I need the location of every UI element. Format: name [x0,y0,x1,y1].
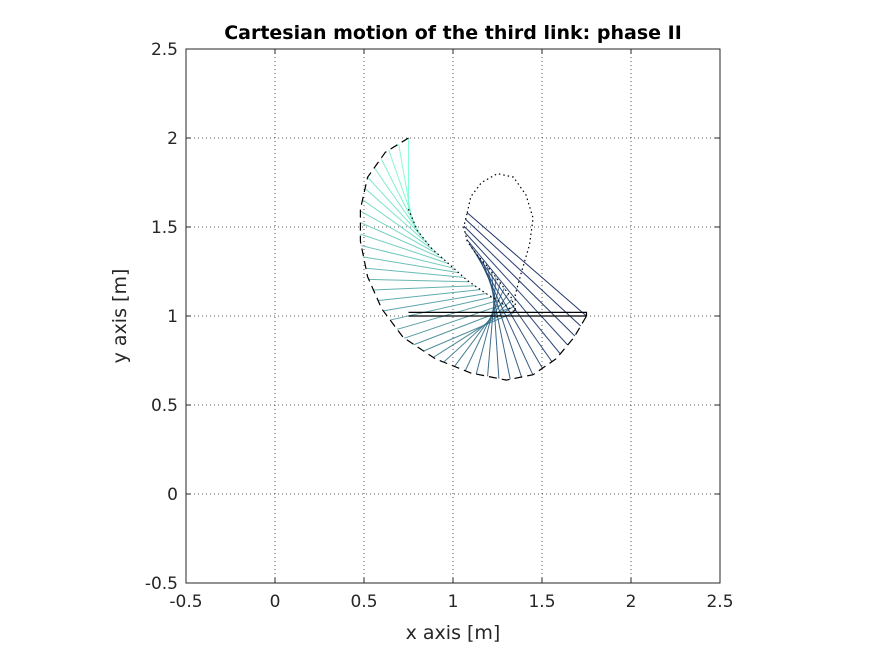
link-line [373,285,475,291]
x-axis-label: x axis [m] [406,622,501,644]
link-line [469,245,553,362]
y-tick-labels: -0.5 0 0.5 1 1.5 2 2.5 [145,40,178,594]
link-line [373,167,421,235]
y-tick-label: 2.5 [151,40,178,60]
y-tick-label: 2 [167,129,178,149]
link-line [360,233,449,265]
link-line [367,176,425,240]
link-line [361,245,454,269]
link-line [463,225,576,337]
x-tick-label: 0 [270,592,281,612]
link-line [383,293,487,312]
link-line [380,158,417,229]
link-line [464,232,569,346]
link-line [466,239,561,355]
trajectory-series-2 [466,172,534,313]
link-line [423,311,516,352]
x-tick-label: 1.5 [528,592,555,612]
link-lines [360,138,587,380]
link-line [487,277,497,377]
x-tick-label: 1 [448,592,459,612]
y-tick-label: 1 [167,307,178,327]
link-line [464,288,505,371]
link-line [368,278,470,283]
link-line [396,300,499,330]
x-tick-label: 0.5 [350,592,377,612]
y-tick-label: -0.5 [145,574,178,594]
trajectory-series-3 [408,311,588,317]
link-line [475,282,501,375]
y-axis-label: y axis [m] [109,269,131,364]
x-tick-label: 2.5 [706,592,733,612]
link-line [378,289,481,302]
link-line [360,210,439,255]
trajectory-series-0 [359,137,588,381]
link-line [364,188,430,246]
link-line [363,256,459,274]
link-line [465,219,582,327]
link-line [473,250,543,369]
x-tick-labels: -0.5 0 0.5 1 1.5 2 2.5 [169,592,733,612]
trajectory-curves [359,137,588,381]
y-tick-label: 1.5 [151,218,178,238]
ticks [185,48,721,584]
link-line [491,271,500,379]
link-line [362,199,434,251]
link-line [388,149,415,223]
link-line [454,293,509,367]
chart-title: Cartesian motion of the third link: phas… [224,22,682,44]
link-line [390,296,493,321]
link-line [365,267,464,278]
link-line [398,143,412,216]
link-line [466,212,587,317]
x-tick-label: 2 [626,592,637,612]
link-line [360,222,444,260]
link-line [443,299,513,363]
y-tick-label: 0 [167,485,178,505]
x-tick-label: -0.5 [169,592,202,612]
link-line [404,303,504,339]
y-tick-label: 0.5 [151,396,178,416]
